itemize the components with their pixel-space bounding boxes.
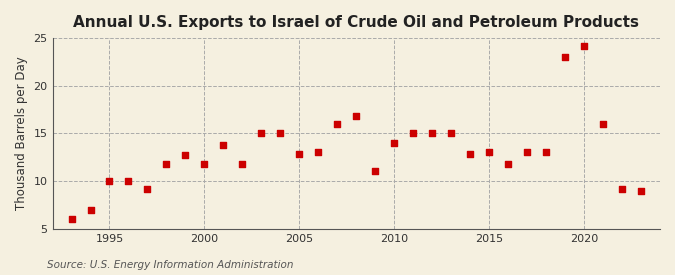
Point [294,152,304,156]
Point [465,152,476,156]
Point [484,150,495,155]
Point [408,131,418,136]
Point [503,162,514,166]
Y-axis label: Thousand Barrels per Day: Thousand Barrels per Day [15,56,28,210]
Point [218,143,229,147]
Point [142,186,153,191]
Point [578,43,589,48]
Point [560,55,570,59]
Point [541,150,551,155]
Point [123,179,134,183]
Point [351,114,362,119]
Point [104,179,115,183]
Point [446,131,456,136]
Point [597,122,608,126]
Point [66,217,77,221]
Title: Annual U.S. Exports to Israel of Crude Oil and Petroleum Products: Annual U.S. Exports to Israel of Crude O… [74,15,639,30]
Point [85,207,96,212]
Point [389,141,400,145]
Text: Source: U.S. Energy Information Administration: Source: U.S. Energy Information Administ… [47,260,294,270]
Point [370,169,381,174]
Point [332,122,343,126]
Point [237,162,248,166]
Point [636,188,647,193]
Point [199,162,210,166]
Point [522,150,533,155]
Point [313,150,324,155]
Point [256,131,267,136]
Point [275,131,286,136]
Point [427,131,437,136]
Point [180,153,191,158]
Point [617,186,628,191]
Point [161,162,172,166]
